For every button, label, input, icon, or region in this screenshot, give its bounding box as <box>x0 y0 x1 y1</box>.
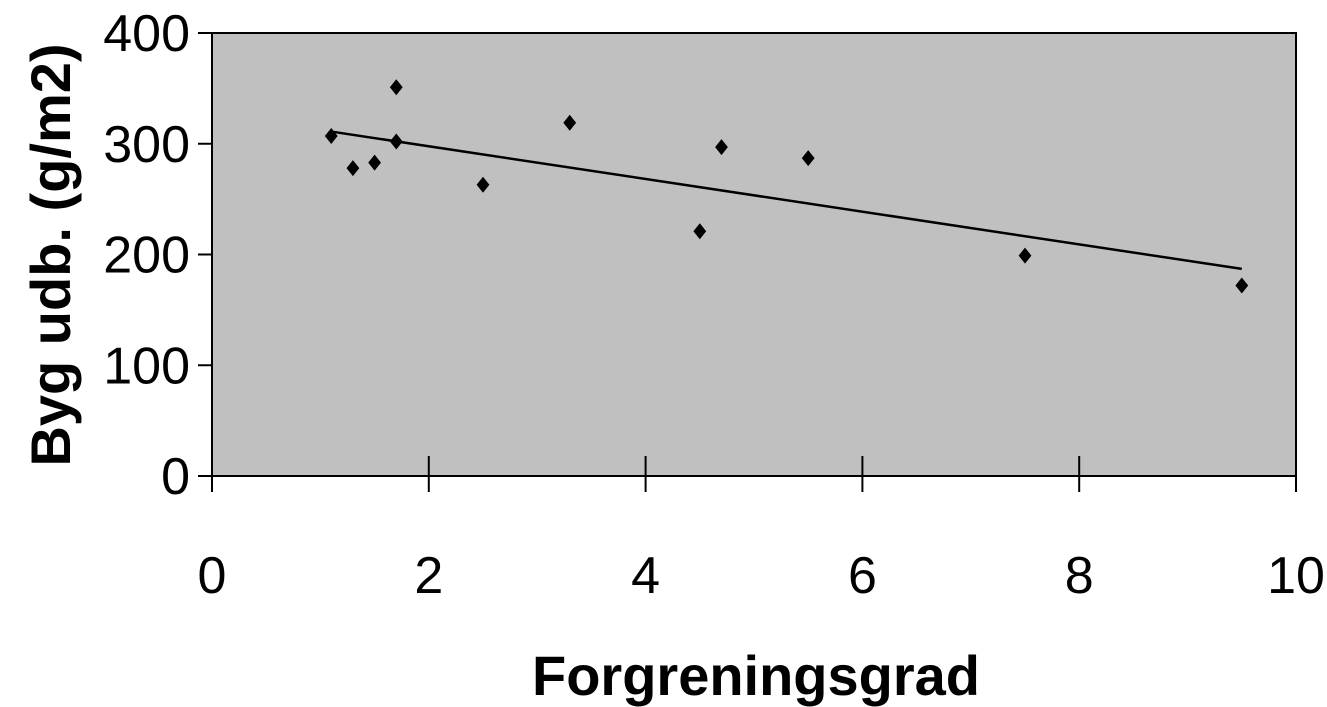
x-tick-label: 0 <box>198 547 227 605</box>
x-tick-label: 4 <box>631 547 660 605</box>
x-axis: 0 2 4 6 8 10 <box>198 456 1325 605</box>
y-tick-label: 0 <box>161 448 190 506</box>
trendline <box>331 130 1242 271</box>
data-point <box>389 133 403 150</box>
x-tick-label: 6 <box>848 547 877 605</box>
data-point <box>693 223 707 240</box>
data-point <box>346 160 360 177</box>
data-point <box>563 114 577 131</box>
y-tick-label: 100 <box>103 337 190 395</box>
y-axis-label: Byg udb. (g/m2) <box>19 43 82 466</box>
y-tick-label: 300 <box>103 116 190 174</box>
data-point <box>368 154 381 171</box>
x-axis-label: Forgreningsgrad <box>532 644 980 707</box>
data-point <box>715 139 728 156</box>
data-points <box>324 79 1249 294</box>
x-tick-label: 8 <box>1065 547 1094 605</box>
y-tick-label: 200 <box>103 227 190 285</box>
data-point <box>324 127 338 144</box>
y-tick-label: 400 <box>103 5 190 63</box>
data-point <box>1018 247 1032 264</box>
data-point <box>1235 277 1249 294</box>
data-point <box>389 79 403 96</box>
plot-area <box>211 32 1297 477</box>
data-point <box>476 176 490 193</box>
x-tick-label: 10 <box>1267 547 1325 605</box>
data-point <box>801 150 815 167</box>
x-tick-label: 2 <box>414 547 443 605</box>
y-axis: 0 100 200 300 400 <box>103 5 212 506</box>
